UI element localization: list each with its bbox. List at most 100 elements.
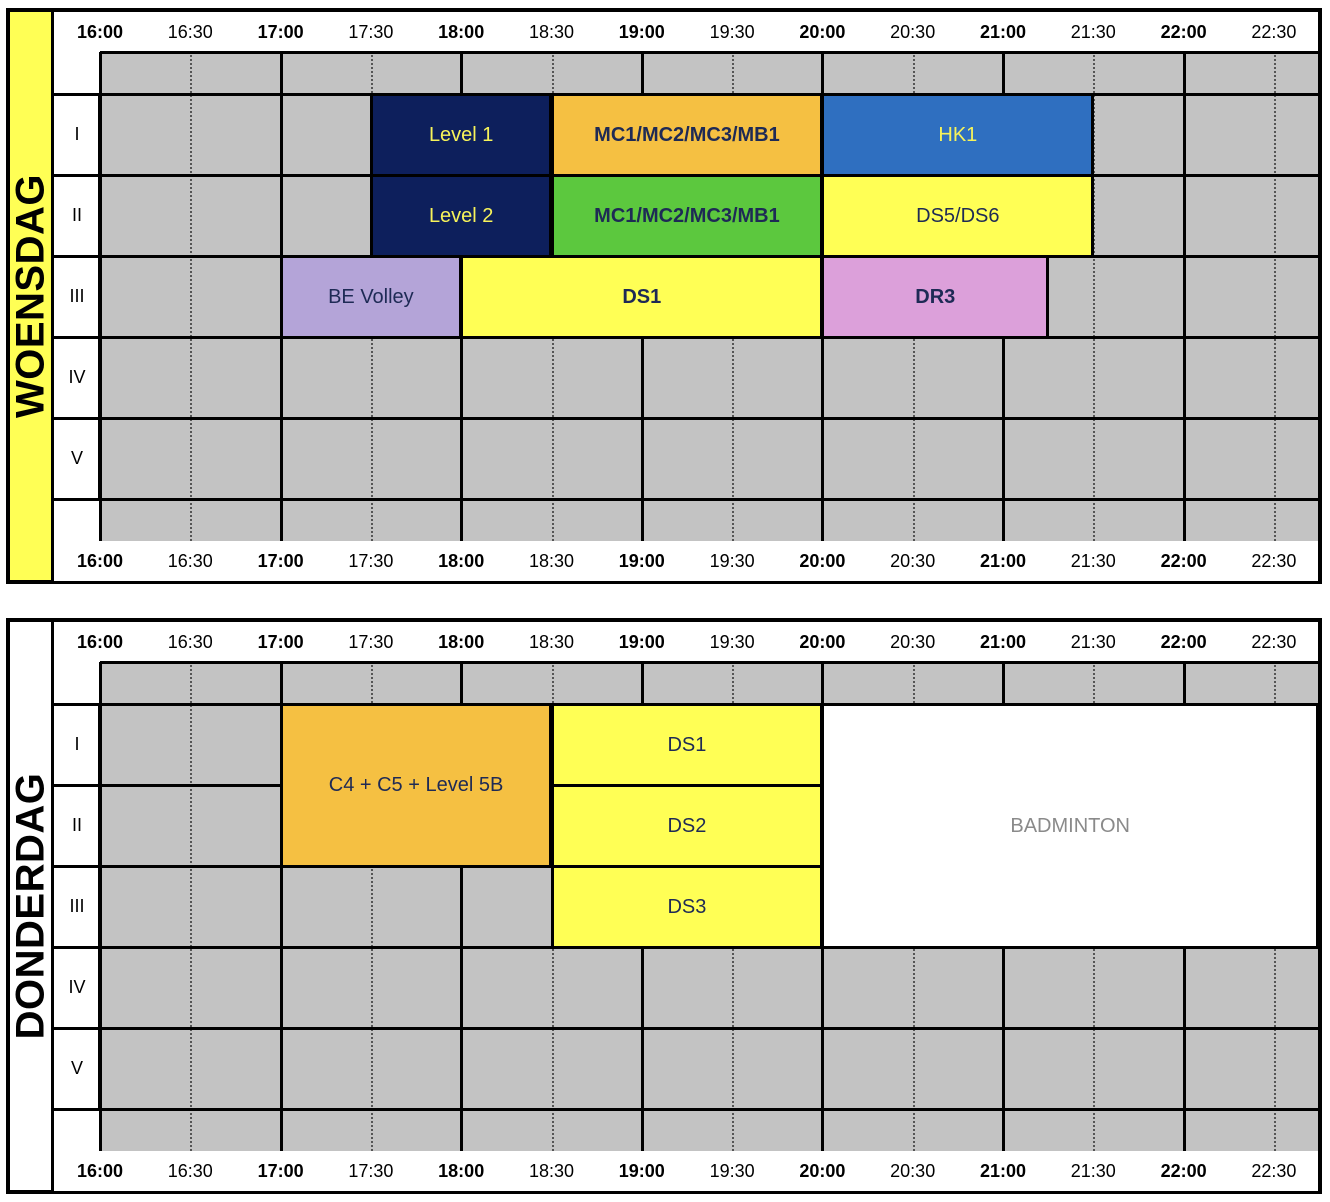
time-label: 17:30 [348, 551, 394, 571]
hour-gridline [279, 662, 283, 1151]
time-label: 19:00 [618, 1161, 665, 1181]
time-label: 16:30 [167, 22, 213, 42]
time-label: 21:30 [1070, 1161, 1116, 1181]
time-label: 16:00 [76, 1161, 124, 1181]
time-label: 16:00 [76, 22, 124, 42]
court-label: IV [54, 947, 100, 1028]
label-column-border [98, 94, 101, 499]
top-filler-strip [100, 662, 1318, 704]
time-label: 19:30 [709, 22, 755, 42]
court-label: III [54, 256, 100, 337]
time-label: 20:00 [799, 632, 846, 652]
time-label: 16:30 [167, 551, 213, 571]
time-label: 18:30 [528, 1161, 575, 1181]
time-label: 19:00 [618, 551, 665, 571]
row-gridline [54, 417, 1318, 420]
time-label: 21:00 [979, 1161, 1027, 1181]
court-label: II [54, 785, 100, 866]
time-label: 18:30 [528, 632, 575, 652]
time-label: 17:00 [257, 551, 304, 571]
time-label: 22:00 [1160, 1161, 1207, 1181]
court-label: II [54, 175, 100, 256]
time-label: 22:00 [1160, 632, 1207, 652]
schedule-block-ds5-ds6[interactable]: DS5/DS6 [821, 174, 1095, 258]
time-label: 22:30 [1251, 22, 1297, 42]
time-label: 20:30 [890, 22, 936, 42]
schedule-block-hk1[interactable]: HK1 [821, 93, 1095, 177]
court-label: IV [54, 337, 100, 418]
half-hour-gridline [1093, 52, 1096, 541]
time-label: 18:30 [528, 551, 575, 571]
time-label: 17:00 [257, 22, 304, 42]
schedule-block-ds1[interactable]: DS1 [550, 703, 824, 787]
time-label: 19:00 [618, 632, 665, 652]
time-label: 17:30 [348, 22, 394, 42]
row-gridline [54, 1108, 1318, 1111]
schedule-block-be-volley[interactable]: BE Volley [279, 255, 463, 339]
time-label: 22:30 [1251, 632, 1297, 652]
time-label: 21:30 [1070, 632, 1116, 652]
row-gridline [54, 498, 1318, 501]
schedule-block-badminton[interactable]: BADMINTON [821, 703, 1319, 949]
schedule-block-mc1-mc2-mc3-mb1[interactable]: MC1/MC2/MC3/MB1 [550, 93, 824, 177]
bottom-filler-strip [100, 499, 1318, 541]
time-label: 20:00 [799, 22, 846, 42]
time-label: 22:00 [1160, 551, 1207, 571]
time-label: 20:00 [799, 551, 846, 571]
bottom-filler-strip [100, 1109, 1318, 1151]
hour-gridline [460, 662, 464, 1151]
schedule-block-level-1[interactable]: Level 1 [369, 93, 553, 177]
time-label: 21:00 [979, 551, 1027, 571]
schedule-block-ds1[interactable]: DS1 [460, 255, 824, 339]
time-label: 22:30 [1251, 551, 1297, 571]
time-label: 20:30 [890, 551, 936, 571]
schedule-block-level-2[interactable]: Level 2 [369, 174, 553, 258]
time-label: 21:00 [979, 632, 1027, 652]
half-hour-gridline [190, 52, 193, 541]
time-label: 19:30 [709, 551, 755, 571]
label-column-border [98, 704, 101, 1109]
schedule-block-mc1-mc2-mc3-mb1[interactable]: MC1/MC2/MC3/MB1 [550, 174, 824, 258]
top-filler-strip [100, 52, 1318, 94]
court-label: V [54, 1028, 100, 1109]
time-header: 16:00 16:30 17:00 17:30 18:00 18:30 19:00 19:30… [54, 12, 1318, 52]
half-hour-gridline [190, 662, 193, 1151]
half-hour-gridline [1273, 52, 1276, 541]
court-label: I [54, 94, 100, 175]
row-gridline [54, 1027, 1318, 1030]
time-label: 18:00 [438, 1161, 485, 1181]
time-footer: 16:00 16:30 17:00 17:30 18:00 18:30 19:00 19:30… [54, 1151, 1318, 1191]
time-label: 17:00 [257, 1161, 304, 1181]
timetable-grid: 16:00 16:30 17:00 17:30 18:00 18:30 19:00 19:30… [54, 12, 1318, 581]
time-label: 16:30 [167, 632, 213, 652]
time-label: 20:30 [890, 632, 936, 652]
row-gridline [100, 661, 1318, 664]
schedule-block-ds3[interactable]: DS3 [550, 865, 824, 949]
timetable-grid: 16:00 16:30 17:00 17:30 18:00 18:30 19:00 19:30… [54, 622, 1319, 1191]
time-label: 19:30 [709, 1161, 755, 1181]
time-label: 16:00 [76, 551, 124, 571]
row-gridline [100, 51, 1318, 54]
time-label: 20:00 [799, 1161, 846, 1181]
time-label: 21:30 [1070, 22, 1116, 42]
schedule-block-ds2[interactable]: DS2 [550, 784, 824, 868]
court-label: I [54, 704, 100, 785]
time-label: 17:00 [257, 632, 304, 652]
time-label: 21:30 [1070, 551, 1116, 571]
time-label: 20:30 [890, 1161, 936, 1181]
schedule-block-dr3[interactable]: DR3 [821, 255, 1050, 339]
schedule-panel-woensdag: WOENSDAG 16:00 16:30 17:00 17:30 18:00 18:30 19… [6, 8, 1322, 584]
time-header: 16:00 16:30 17:00 17:30 18:00 18:30 19:00 19:30… [54, 622, 1318, 662]
court-label: III [54, 866, 100, 947]
time-label: 19:30 [709, 632, 755, 652]
time-label: 18:30 [528, 22, 575, 42]
half-hour-gridline [370, 662, 373, 1151]
time-label: 18:00 [438, 632, 485, 652]
day-label-column: DONDERDAG [8, 622, 54, 1190]
schedule-panel-donderdag: DONDERDAG 16:00 16:30 17:00 17:30 18:00 18:30 1… [6, 618, 1322, 1194]
time-label: 22:30 [1251, 1161, 1297, 1181]
schedule-block-c4-c5-level-5b[interactable]: C4 + C5 + Level 5B [279, 703, 553, 868]
time-footer: 16:00 16:30 17:00 17:30 18:00 18:30 19:00 19:30… [54, 541, 1318, 581]
time-label: 22:00 [1160, 22, 1207, 42]
time-label: 19:00 [618, 22, 665, 42]
